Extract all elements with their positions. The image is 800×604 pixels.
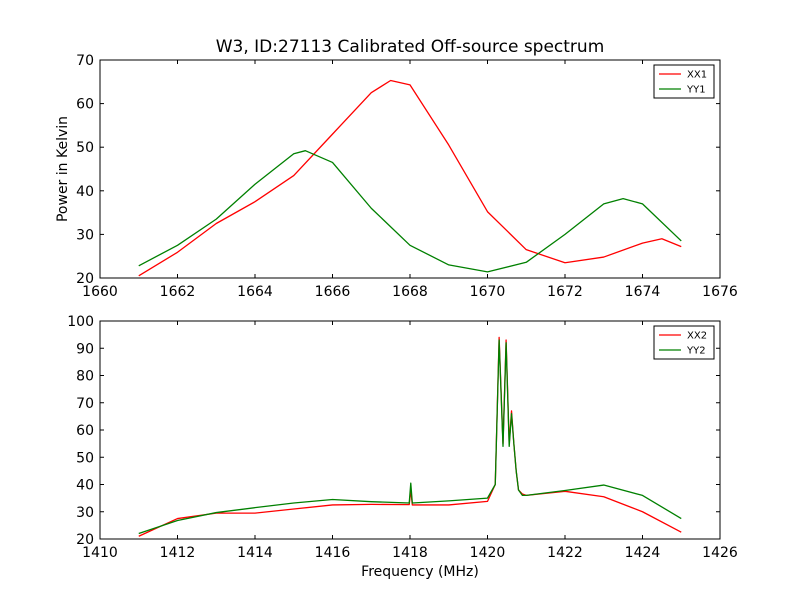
y-tick-label: 80 [76,369,94,385]
legend-label: XX1 [687,70,707,81]
figure-title: W3, ID:27113 Calibrated Off-source spect… [216,37,605,57]
x-tick-label: 1416 [315,545,351,561]
x-tick-label: 1426 [702,545,738,561]
y-tick-label: 30 [76,227,94,243]
x-tick-label: 1672 [547,284,583,300]
y-tick-label: 70 [76,396,94,412]
series-line-yy2 [138,339,682,535]
y-tick-label: 100 [67,314,94,330]
y-tick-label: 20 [76,532,94,548]
chart-panel-1: 1660 1662 1664 1666 1668 1670 1672 1674 1676 20 30… [55,53,738,300]
x-tick-label: 1410 [82,545,118,561]
x-tick-label: 1662 [160,284,196,300]
y-tick-label: 90 [76,341,94,357]
legend-box [653,64,715,99]
y-tick-label: 50 [76,450,94,466]
y-tick-label: 40 [76,478,94,494]
x-tick-label: 1676 [702,284,738,300]
legend-label: YY2 [686,346,706,357]
x-tick-label: 1422 [547,545,583,561]
x-tick-label: 1414 [237,545,273,561]
legend-label: YY1 [686,85,706,96]
x-axis-label: Frequency (MHz) [361,564,479,580]
chart-panel-2: 1410 1412 1414 1416 1418 1420 1422 1424 1426 20 30… [67,314,738,580]
x-tick-label: 1674 [625,284,661,300]
series-line-xx2 [138,336,682,537]
x-tick-label: 1424 [625,545,661,561]
legend-box [653,325,715,360]
y-tick-label: 40 [76,184,94,200]
x-tick-label: 1670 [470,284,506,300]
x-tick-label: 1420 [470,545,506,561]
x-tick-label: 1668 [392,284,428,300]
x-tick-label: 1418 [392,545,428,561]
y-tick-label: 30 [76,505,94,521]
y-tick-label: 50 [76,140,94,156]
x-tick-label: 1664 [237,284,273,300]
series-line-yy1 [138,150,682,273]
y-tick-label: 20 [76,271,94,287]
y-tick-label: 70 [76,53,94,69]
y-tick-label: 60 [76,97,94,113]
y-axis-label: Power in Kelvin [55,116,71,222]
x-tick-label: 1666 [315,284,351,300]
x-tick-label: 1412 [160,545,196,561]
x-tick-label: 1660 [82,284,118,300]
y-tick-label: 60 [76,423,94,439]
series-line-xx1 [138,79,682,277]
legend-label: XX2 [687,331,707,342]
